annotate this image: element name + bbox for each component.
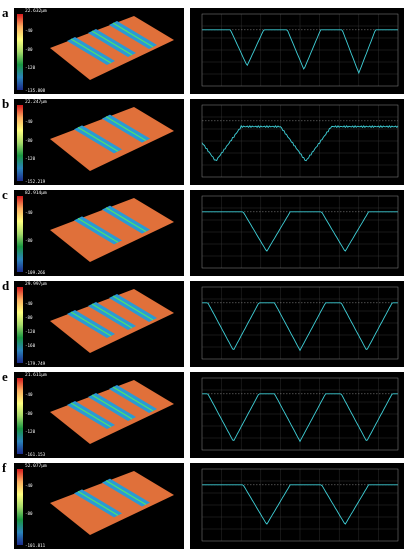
colorbar-max-label: 22.632μm — [25, 9, 47, 14]
colorbar-tick-label: -80 — [25, 46, 33, 52]
panel-letter: b — [2, 96, 10, 111]
profile-plot-svg — [201, 468, 399, 542]
colorbar-tick-label: -120 — [25, 429, 36, 435]
colorbar-min-label: -179.749 — [25, 361, 46, 366]
panel-row-f: f 52.077μm -40 -80 -101.811 — [0, 461, 408, 549]
profile-plot — [190, 190, 404, 276]
colorbar-tick-label: -80 — [25, 238, 33, 243]
panel-row-b: b 22.247μm -40 -80 -120 -152.219 — [0, 97, 408, 185]
height-colorbar — [17, 378, 23, 454]
colorbar-max-label: 22.247μm — [25, 100, 47, 105]
profile-plot — [190, 281, 404, 367]
profile-plot-svg — [201, 377, 399, 451]
colorbar-min-label: -152.219 — [25, 179, 46, 184]
profile-line — [202, 393, 398, 443]
surface-3d-view: 29.997μm -40 -80 -120 -160 -179.749 — [14, 281, 184, 367]
surface-3d-view: 22.247μm -40 -80 -120 -152.219 — [14, 99, 184, 185]
panel-row-c: c 82.914μm -40 -80 -109.266 — [0, 188, 408, 276]
height-colorbar — [17, 287, 23, 363]
surface-plate — [50, 198, 174, 262]
colorbar-tick-label: -40 — [25, 483, 33, 488]
panel-row-d: d 29.997μm -40 -80 -120 -160 -179.749 — [0, 279, 408, 367]
height-colorbar — [17, 196, 23, 272]
panel-letter: d — [2, 278, 10, 293]
profile-line — [202, 302, 398, 352]
surface-render — [50, 471, 174, 535]
profile-plot-svg — [201, 195, 399, 269]
colorbar-tick-label: -80 — [25, 511, 33, 516]
surface-3d-view: 21.611μm -40 -80 -120 -161.153 — [14, 372, 184, 458]
panel-row-a: a 22.632μm -40 -80 -120 -135.808 — [0, 6, 408, 94]
profile-plot-svg — [201, 286, 399, 360]
surface-3d-view: 22.632μm -40 -80 -120 -135.808 — [14, 8, 184, 94]
profile-line — [202, 211, 398, 252]
colorbar-tick-label: -120 — [25, 65, 36, 71]
surface-render — [50, 16, 174, 80]
panel-row-e: e 21.611μm -40 -80 -120 -161.153 — [0, 370, 408, 458]
surface-plate — [50, 107, 174, 171]
profile-plot-svg — [201, 104, 399, 178]
height-colorbar — [17, 469, 23, 545]
surface-plate — [50, 16, 174, 80]
colorbar-min-label: -135.808 — [25, 88, 46, 93]
colorbar-tick-label: -120 — [25, 329, 36, 334]
colorbar-max-label: 21.611μm — [25, 373, 47, 378]
colorbar-tick-label: -40 — [25, 119, 33, 124]
colorbar-tick-label: -40 — [25, 210, 33, 215]
colorbar-tick-label: -80 — [25, 410, 33, 416]
surface-plate — [50, 289, 174, 353]
panel-letter: e — [2, 369, 8, 384]
surface-plate — [50, 471, 174, 535]
profile-line — [201, 124, 399, 162]
panel-letter: c — [2, 187, 8, 202]
surface-3d-view: 52.077μm -40 -80 -101.811 — [14, 463, 184, 549]
colorbar-tick-label: -80 — [25, 315, 33, 320]
colorbar-max-label: 29.997μm — [25, 282, 47, 287]
profile-plot — [190, 8, 404, 94]
profile-plot — [190, 372, 404, 458]
surface-render — [50, 198, 174, 262]
surface-plate — [50, 380, 174, 444]
profile-line — [202, 484, 398, 525]
profile-plot-svg — [201, 13, 399, 87]
profile-plot — [190, 463, 404, 549]
height-colorbar — [17, 105, 23, 181]
colorbar-max-label: 82.914μm — [25, 191, 47, 196]
panel-letter: a — [2, 5, 9, 20]
colorbar-min-label: -161.153 — [25, 452, 46, 457]
profile-line — [202, 29, 398, 75]
colorbar-tick-label: -160 — [25, 343, 36, 348]
colorbar-min-label: -101.811 — [25, 543, 46, 548]
surface-render — [50, 289, 174, 353]
surface-3d-view: 82.914μm -40 -80 -109.266 — [14, 190, 184, 276]
colorbar-tick-label: -80 — [25, 137, 33, 143]
surface-render — [50, 380, 174, 444]
profile-plot — [190, 99, 404, 185]
colorbar-max-label: 52.077μm — [25, 464, 47, 469]
colorbar-tick-label: -120 — [25, 156, 36, 162]
height-colorbar — [17, 14, 23, 90]
panel-letter: f — [2, 460, 7, 475]
colorbar-tick-label: -40 — [25, 301, 33, 306]
colorbar-tick-label: -40 — [25, 28, 33, 33]
colorbar-tick-label: -40 — [25, 392, 33, 397]
surface-render — [50, 107, 174, 171]
colorbar-min-label: -109.266 — [25, 270, 46, 275]
